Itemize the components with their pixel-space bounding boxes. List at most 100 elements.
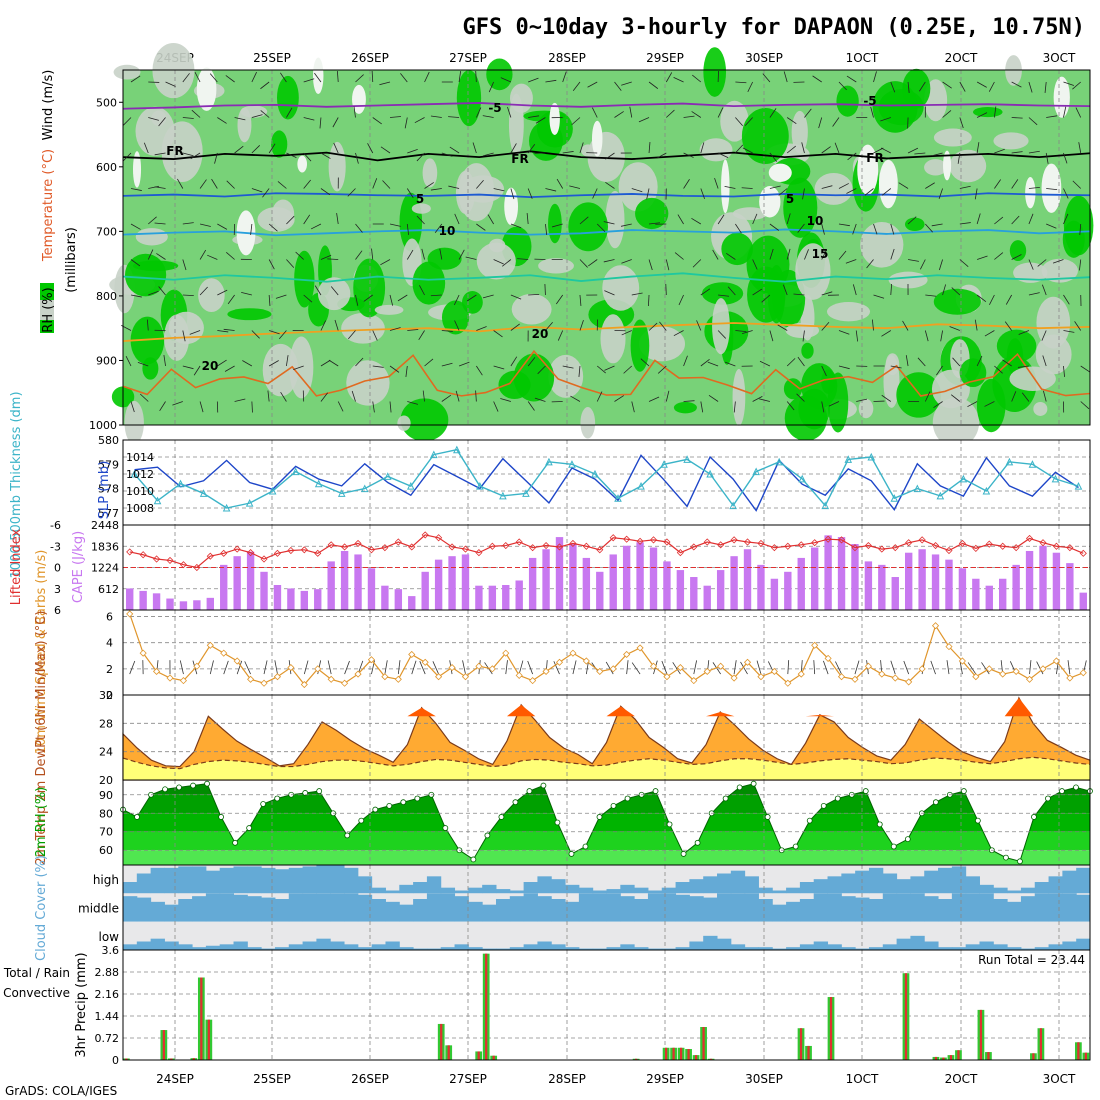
li-point bbox=[703, 538, 711, 546]
wind-barb bbox=[621, 330, 632, 336]
cape-bar bbox=[354, 554, 362, 610]
cape-bar bbox=[582, 557, 591, 610]
wind-barb bbox=[570, 395, 581, 402]
wind-point bbox=[609, 665, 617, 673]
wind-barb bbox=[389, 327, 401, 331]
rh-contour-blob bbox=[568, 202, 609, 252]
wind-barb bbox=[234, 145, 244, 154]
cape-bar bbox=[878, 564, 886, 610]
precip-convective-legend: Convective bbox=[3, 986, 70, 1000]
wind-barb bbox=[217, 359, 227, 367]
wind-barb bbox=[854, 660, 860, 675]
rh-contour-blob bbox=[1033, 401, 1048, 416]
cloud-bar bbox=[219, 893, 235, 922]
cloud-bar bbox=[233, 866, 248, 894]
wind-barb bbox=[1080, 365, 1091, 373]
wind-barb bbox=[959, 222, 971, 225]
y-tick-label: 500 bbox=[96, 96, 117, 109]
rh-point bbox=[302, 790, 309, 796]
wind-barb bbox=[251, 71, 257, 83]
cloud-bar bbox=[247, 866, 262, 894]
wind-barb bbox=[380, 146, 391, 154]
thickness-point bbox=[383, 472, 392, 480]
cloud-row-bg bbox=[123, 921, 1090, 950]
wind-barb bbox=[712, 249, 719, 260]
precip-convective-bar bbox=[702, 1027, 705, 1060]
wind-barb bbox=[372, 365, 384, 368]
wind-barb bbox=[666, 109, 675, 118]
wind-barb bbox=[310, 223, 322, 230]
wind-barb bbox=[1041, 330, 1047, 341]
cloud-bar bbox=[233, 941, 248, 950]
wind-barb bbox=[700, 188, 705, 199]
wind-barb bbox=[769, 330, 774, 342]
cloud-bar bbox=[827, 876, 842, 894]
rh-contour-blob bbox=[638, 326, 686, 362]
wind-barb bbox=[507, 106, 512, 118]
precip-convective-bar bbox=[694, 1055, 698, 1060]
cloud-bar bbox=[205, 893, 221, 922]
wind-point bbox=[300, 680, 308, 689]
wind-barb bbox=[925, 294, 937, 297]
thickness-point bbox=[1074, 482, 1083, 490]
thickness-point bbox=[268, 486, 277, 495]
li-point bbox=[851, 544, 859, 552]
cloud-bar bbox=[786, 887, 801, 894]
wind-barb bbox=[967, 401, 978, 408]
rh-contour-blob bbox=[814, 172, 853, 205]
wind-barb bbox=[1046, 223, 1057, 229]
wind-barb bbox=[251, 188, 263, 193]
panel-bg bbox=[123, 440, 1090, 525]
wind-barb bbox=[372, 117, 382, 125]
wind-barb bbox=[199, 249, 207, 260]
precip-convective-bar bbox=[679, 1047, 683, 1060]
wind-barb bbox=[527, 143, 536, 154]
cloud-bar bbox=[578, 948, 594, 950]
thickness-point bbox=[406, 482, 415, 490]
wind-barb bbox=[786, 145, 796, 154]
wind-barb bbox=[907, 147, 919, 154]
cape-bar bbox=[488, 585, 497, 610]
wind-barb bbox=[217, 330, 229, 333]
wind-barb bbox=[673, 330, 684, 337]
cape-bar bbox=[421, 571, 429, 610]
wind-barb bbox=[355, 223, 363, 233]
wind-barb bbox=[465, 256, 477, 260]
wind-barb bbox=[1078, 142, 1082, 154]
wind-barb bbox=[130, 294, 142, 298]
precip-convective-bar bbox=[687, 1049, 690, 1060]
wind-barb bbox=[475, 70, 477, 83]
rh-point bbox=[862, 788, 869, 794]
rh-point bbox=[806, 817, 813, 824]
cloud-bar bbox=[1007, 947, 1022, 950]
cloud-bar bbox=[178, 899, 193, 922]
rh-contour-blob bbox=[317, 277, 351, 311]
cloud-bar bbox=[565, 901, 580, 922]
li-tick: 0 bbox=[54, 562, 61, 575]
wind-barb bbox=[596, 391, 603, 402]
wind-barb bbox=[678, 294, 684, 306]
wind-barb bbox=[823, 660, 829, 675]
isotherm-label: 5 bbox=[786, 192, 794, 206]
cloud-axis-label: Cloud Cover (%) bbox=[34, 855, 49, 961]
wind-barb bbox=[404, 117, 408, 129]
wind-barb bbox=[517, 258, 529, 260]
precip-convective-bar bbox=[440, 1023, 443, 1060]
wind-barb bbox=[917, 357, 926, 367]
rh-point bbox=[750, 780, 757, 787]
rh-band bbox=[123, 850, 1090, 865]
precip-tick: 2.88 bbox=[95, 966, 120, 979]
run-total-label: Run Total = 23.44 bbox=[978, 953, 1085, 967]
wind-barb bbox=[665, 390, 670, 402]
wind-barb bbox=[648, 396, 660, 402]
wind-barb bbox=[389, 294, 394, 306]
wind-barb bbox=[578, 365, 581, 377]
rh-contour-blob bbox=[486, 58, 513, 91]
wind-barb bbox=[812, 75, 822, 83]
wind-barb bbox=[199, 401, 204, 413]
wind-barb bbox=[510, 356, 518, 367]
rh-contour-blob bbox=[142, 357, 159, 380]
wind-barb bbox=[714, 177, 719, 189]
cloud-bar bbox=[302, 941, 317, 950]
wind-barb bbox=[462, 660, 466, 675]
